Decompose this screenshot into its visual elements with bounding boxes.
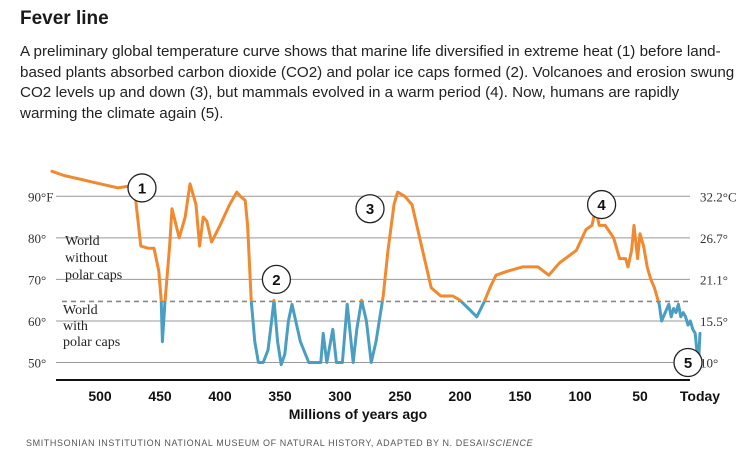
x-tick-label: 150 <box>508 388 532 404</box>
x-tick-label: 200 <box>448 388 472 404</box>
annotation-circle <box>261 264 292 295</box>
grid-layer: 90°F 32.2°C 80° 26.7° 70° 21.1° 60° 15.5° 50° 10° <box>28 189 737 370</box>
x-tick-label: 100 <box>568 388 592 404</box>
annotation-number: 4 <box>597 197 606 214</box>
annotation-circle <box>355 194 385 224</box>
y-tick-label-right: 32.2°C <box>700 189 737 204</box>
y-tick-label-right: 10° <box>700 356 718 371</box>
annotation-number: 1 <box>138 180 146 197</box>
x-tick-label: 250 <box>388 388 412 404</box>
annotation-number: 3 <box>366 201 374 218</box>
axis-layer: 500 450 400 350 300 250 200 150 100 50 Today Millio… <box>56 379 720 422</box>
source-publication: SCIENCE <box>488 438 534 448</box>
y-tick-label-right: 21.1° <box>700 272 728 287</box>
y-tick-label-left: 50° <box>28 356 46 371</box>
annotation-circle <box>586 189 617 220</box>
temperature-line-warm <box>50 169 660 302</box>
chart-title: Fever line <box>20 8 109 29</box>
line-layer <box>50 169 702 369</box>
annotation-circle <box>673 347 703 378</box>
x-tick-label: 450 <box>148 388 172 404</box>
x-tick-label: 400 <box>208 388 232 404</box>
label-without-polar-caps-line: without <box>65 251 108 266</box>
annotation-number: 2 <box>272 272 280 289</box>
y-tick-label-left: 80° <box>28 231 46 246</box>
x-axis-title: Millions of years ago <box>289 406 427 422</box>
y-tick-label-left: 70° <box>28 272 46 287</box>
y-tick-label-right: 26.7° <box>700 231 728 246</box>
y-tick-label-left: 90°F <box>28 189 53 204</box>
source-credit: SMITHSONIAN INSTITUTION NATIONAL MUSEUM … <box>26 438 533 448</box>
label-with-polar-caps: World with polar caps <box>63 303 120 350</box>
y-tick-label-right: 15.5° <box>700 314 728 329</box>
label-without-polar-caps-line: World <box>65 234 100 249</box>
chart-description: A preliminary global temperature curve s… <box>20 43 735 122</box>
label-with-polar-caps-line: with <box>63 319 88 334</box>
label-without-polar-caps: World without polar caps <box>65 234 122 283</box>
x-tick-label: 50 <box>632 388 648 404</box>
label-without-polar-caps-line: polar caps <box>65 268 122 283</box>
y-tick-label-left: 60° <box>28 314 46 329</box>
source-text: SMITHSONIAN INSTITUTION NATIONAL MUSEUM … <box>26 438 489 448</box>
label-with-polar-caps-line: polar caps <box>63 335 120 350</box>
annotation-circle <box>127 173 157 203</box>
x-tick-label: 300 <box>328 388 352 404</box>
annotation-layer: 1 2 3 4 5 <box>127 173 703 378</box>
x-tick-label: Today <box>680 388 720 404</box>
x-tick-label: 500 <box>88 388 112 404</box>
annotation-number: 5 <box>684 355 692 372</box>
x-tick-label: 350 <box>268 388 292 404</box>
label-with-polar-caps-line: World <box>63 303 98 318</box>
